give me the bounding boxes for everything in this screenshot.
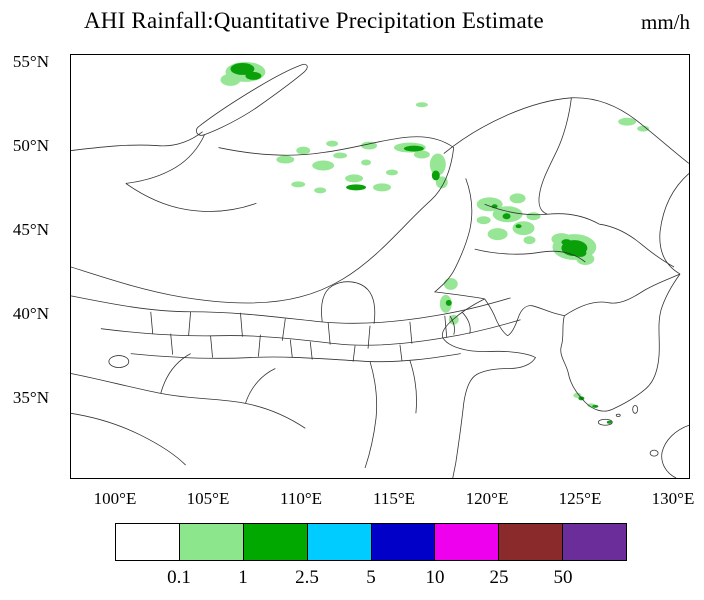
lon-label: 115°E xyxy=(372,489,416,508)
map-container: 55°N 50°N 45°N 40°N 35°N xyxy=(13,52,690,479)
liaodong-coast xyxy=(484,298,565,337)
colorbar-tick-label: 25 xyxy=(489,567,509,588)
lat-label: 35°N xyxy=(12,388,49,407)
colorbar-segment xyxy=(563,524,626,560)
jeju-island xyxy=(597,418,613,426)
lon-label: 105°E xyxy=(186,489,230,508)
colorbar-tick-label: 5 xyxy=(366,567,376,588)
lat-axis: 55°N 50°N 45°N 40°N 35°N xyxy=(1,52,59,478)
precipitation-layer xyxy=(220,61,650,424)
mongolia-border xyxy=(71,147,455,304)
map-canvas xyxy=(71,61,689,478)
tsushima-island xyxy=(632,404,639,414)
lon-label: 120°E xyxy=(465,489,509,508)
province-mesh xyxy=(150,311,448,362)
lon-label: 125°E xyxy=(558,489,602,508)
colorbar-segment xyxy=(179,524,244,560)
colorbar-tick-label: 50 xyxy=(553,567,573,588)
lon-label: 100°E xyxy=(93,489,137,508)
colorbar-segment xyxy=(116,524,180,560)
colorbar-tick-label: 2.5 xyxy=(295,567,319,588)
amur-border xyxy=(443,97,689,164)
colorbar-ticks: 0.1 1 2.5 5 10 25 50 xyxy=(115,561,627,591)
colorbar xyxy=(115,523,627,561)
qinghai-lake xyxy=(108,355,130,368)
colorbar-segment xyxy=(371,524,436,560)
lat-label: 50°N xyxy=(12,136,49,155)
lon-label: 130°E xyxy=(651,489,695,508)
colorbar-tick-label: 10 xyxy=(425,567,445,588)
boundaries-layer xyxy=(71,63,689,478)
colorbar-segment xyxy=(499,524,564,560)
lake-baikal-outline xyxy=(196,63,308,136)
kyushu-coast xyxy=(661,424,689,478)
colorbar-tick-label: 1 xyxy=(238,567,248,588)
yalu-border xyxy=(564,273,681,317)
colorbar-segment xyxy=(307,524,372,560)
korea-coast xyxy=(560,273,681,412)
lat-label: 40°N xyxy=(12,304,49,323)
figure-title: AHI Rainfall:Quantitative Precipitation … xyxy=(84,8,544,33)
lon-axis: 100°E 105°E 110°E 115°E 120°E 125°E 130°E xyxy=(70,479,695,511)
colorbar-tick-label: 0.1 xyxy=(167,567,191,588)
lat-label: 45°N xyxy=(12,220,49,239)
lon-label: 110°E xyxy=(279,489,323,508)
title-row: AHI Rainfall:Quantitative Precipitation … xyxy=(0,0,704,54)
primorye-coast xyxy=(659,173,689,275)
colorbar-segment xyxy=(435,524,500,560)
ordos-loop xyxy=(321,281,376,324)
colorbar-segment xyxy=(243,524,308,560)
lat-label: 55°N xyxy=(12,52,49,71)
bohai-shandong-coast xyxy=(441,298,537,478)
units-label: mm/h xyxy=(640,10,690,34)
